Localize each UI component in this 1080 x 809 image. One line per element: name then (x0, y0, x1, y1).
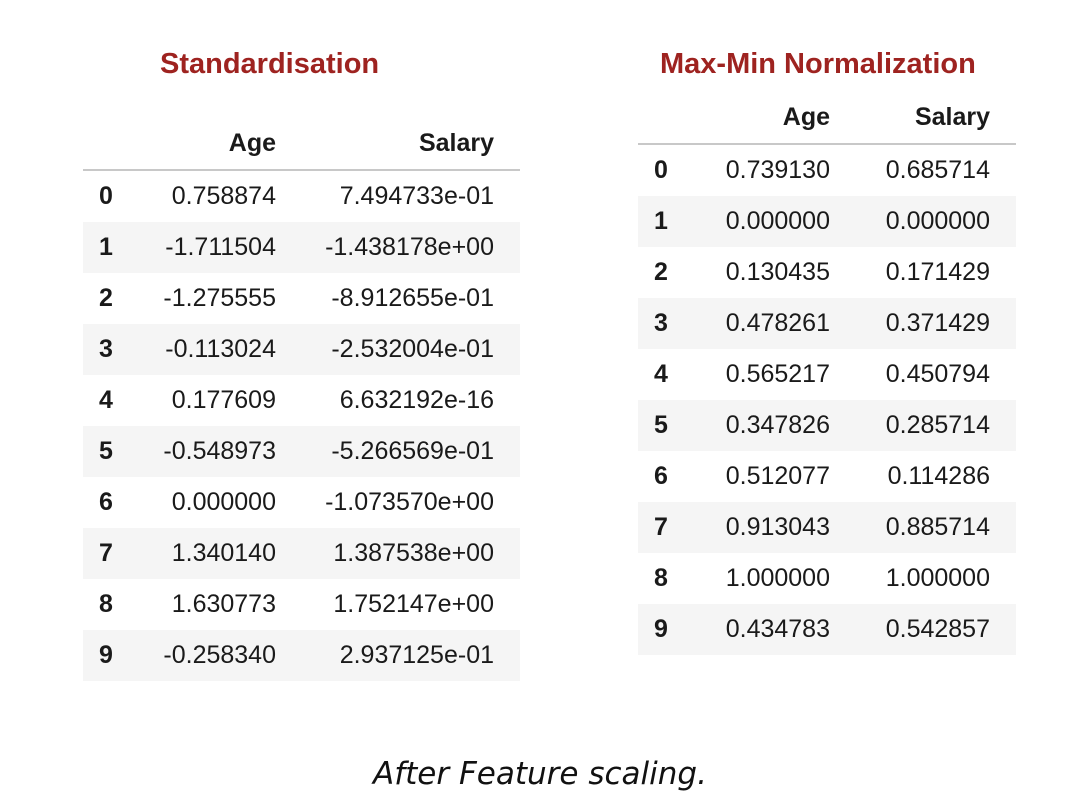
age-cell: 0.347826 (725, 411, 830, 439)
table-header-row: Age Salary (638, 92, 1016, 144)
salary-cell: 0.885714 (885, 513, 990, 541)
standardisation-title: Standardisation (160, 48, 380, 80)
age-cell: 0.434783 (725, 615, 830, 643)
table-row: 6 0.000000 -1.073570e+00 (83, 477, 520, 528)
age-cell: 0.913043 (725, 513, 830, 541)
table-row: 4 0.565217 0.450794 (638, 349, 1016, 400)
salary-cell: 0.000000 (885, 207, 990, 235)
column-header: Age (782, 103, 830, 131)
row-index: 7 (654, 513, 668, 541)
column-header (638, 92, 690, 144)
row-index: 0 (654, 156, 668, 184)
salary-cell: 1.000000 (885, 564, 990, 592)
salary-cell: -2.532004e-01 (331, 335, 494, 363)
salary-cell: 7.494733e-01 (339, 182, 494, 210)
table-row: 5 0.347826 0.285714 (638, 400, 1016, 451)
age-cell: 0.130435 (725, 258, 830, 286)
salary-cell: 0.450794 (885, 360, 990, 388)
standardisation-table: Age Salary 0 0.758874 7.494733e-01 1 -1.7115… (83, 118, 520, 681)
row-index: 1 (99, 233, 113, 261)
row-index: 5 (654, 411, 668, 439)
age-cell: 0.478261 (725, 309, 830, 337)
age-cell: -1.275555 (163, 284, 276, 312)
age-cell: 0.512077 (725, 462, 830, 490)
salary-cell: 1.387538e+00 (333, 539, 494, 567)
table-row: 5 -0.548973 -5.266569e-01 (83, 426, 520, 477)
row-index: 0 (99, 182, 113, 210)
age-cell: 0.000000 (725, 207, 830, 235)
age-cell: -0.548973 (163, 437, 276, 465)
salary-cell: 1.752147e+00 (333, 590, 494, 618)
row-index: 3 (654, 309, 668, 337)
table-row: 8 1.630773 1.752147e+00 (83, 579, 520, 630)
salary-cell: 0.371429 (885, 309, 990, 337)
salary-cell: 2.937125e-01 (339, 641, 494, 669)
salary-cell: -1.073570e+00 (325, 488, 494, 516)
table-header-row: Age Salary (83, 118, 520, 170)
age-cell: 0.758874 (171, 182, 276, 210)
table-row: 3 -0.113024 -2.532004e-01 (83, 324, 520, 375)
row-index: 7 (99, 539, 113, 567)
table-row: 2 0.130435 0.171429 (638, 247, 1016, 298)
figure-caption: After Feature scaling. (373, 756, 707, 792)
row-index: 8 (654, 564, 668, 592)
table-row: 3 0.478261 0.371429 (638, 298, 1016, 349)
column-header: Salary (418, 129, 494, 157)
row-index: 8 (99, 590, 113, 618)
age-cell: -1.711504 (165, 233, 276, 261)
table-row: 7 0.913043 0.885714 (638, 502, 1016, 553)
salary-cell: 0.685714 (885, 156, 990, 184)
row-index: 9 (99, 641, 113, 669)
age-cell: 0.000000 (171, 488, 276, 516)
table-row: 8 1.000000 1.000000 (638, 553, 1016, 604)
age-cell: 0.177609 (171, 386, 276, 414)
salary-cell: 0.285714 (885, 411, 990, 439)
row-index: 9 (654, 615, 668, 643)
column-header: Age (228, 129, 276, 157)
salary-cell: 0.114286 (887, 462, 990, 490)
table-row: 0 0.739130 0.685714 (638, 144, 1016, 196)
salary-cell: 0.171429 (885, 258, 990, 286)
row-index: 1 (654, 207, 668, 235)
age-cell: 1.340140 (171, 539, 276, 567)
row-index: 6 (99, 488, 113, 516)
table-row: 0 0.758874 7.494733e-01 (83, 170, 520, 222)
age-cell: 0.739130 (725, 156, 830, 184)
row-index: 6 (654, 462, 668, 490)
salary-cell: 6.632192e-16 (339, 386, 494, 414)
salary-cell: -1.438178e+00 (325, 233, 494, 261)
row-index: 4 (654, 360, 668, 388)
age-cell: 0.565217 (725, 360, 830, 388)
age-cell: -0.258340 (163, 641, 276, 669)
table-row: 2 -1.275555 -8.912655e-01 (83, 273, 520, 324)
table-row: 6 0.512077 0.114286 (638, 451, 1016, 502)
table-row: 9 0.434783 0.542857 (638, 604, 1016, 655)
row-index: 2 (654, 258, 668, 286)
table-row: 1 -1.711504 -1.438178e+00 (83, 222, 520, 273)
row-index: 2 (99, 284, 113, 312)
normalization-title: Max-Min Normalization (660, 48, 976, 80)
row-index: 5 (99, 437, 113, 465)
row-index: 3 (99, 335, 113, 363)
salary-cell: 0.542857 (885, 615, 990, 643)
column-header: Salary (914, 103, 990, 131)
age-cell: 1.000000 (725, 564, 830, 592)
table-row: 7 1.340140 1.387538e+00 (83, 528, 520, 579)
row-index: 4 (99, 386, 113, 414)
normalization-table: Age Salary 0 0.739130 0.685714 1 0.000000 0.0… (638, 92, 1016, 655)
age-cell: -0.113024 (165, 335, 276, 363)
column-header (83, 118, 135, 170)
salary-cell: -5.266569e-01 (331, 437, 494, 465)
salary-cell: -8.912655e-01 (331, 284, 494, 312)
table-row: 1 0.000000 0.000000 (638, 196, 1016, 247)
table-row: 4 0.177609 6.632192e-16 (83, 375, 520, 426)
table-row: 9 -0.258340 2.937125e-01 (83, 630, 520, 681)
age-cell: 1.630773 (171, 590, 276, 618)
